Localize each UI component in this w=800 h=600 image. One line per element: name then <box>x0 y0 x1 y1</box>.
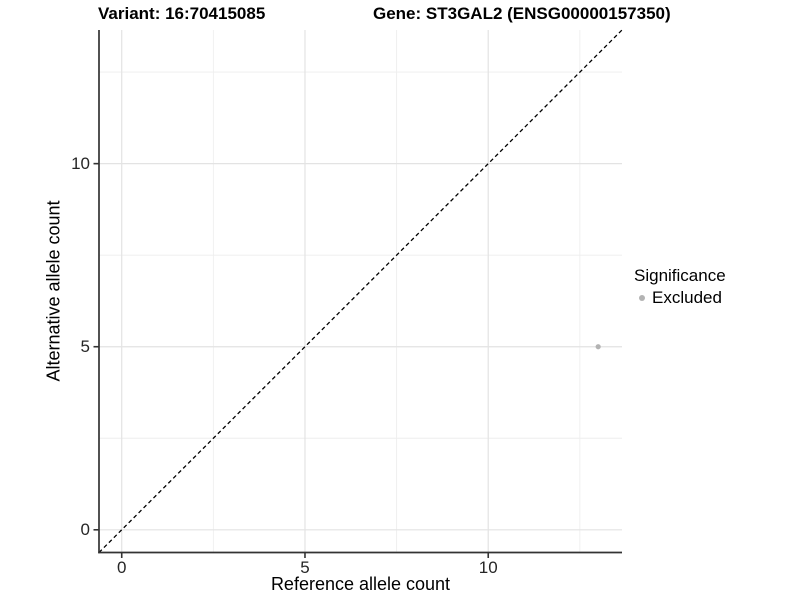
y-tick-label: 5 <box>80 336 90 356</box>
legend-point-icon <box>639 295 645 301</box>
legend: Significance Excluded <box>634 266 726 308</box>
plot-title-gene: Gene: ST3GAL2 (ENSG00000157350) <box>373 4 671 23</box>
x-tick-label: 10 <box>478 558 498 577</box>
legend-item-label: Excluded <box>652 288 722 307</box>
legend-item-excluded: Excluded <box>634 288 726 308</box>
y-tick-label: 10 <box>71 153 90 173</box>
x-tick-label: 5 <box>300 558 310 577</box>
x-axis-title: Reference allele count <box>270 574 451 594</box>
plot-title-variant: Variant: 16:70415085 <box>98 4 266 23</box>
data-point <box>595 344 601 350</box>
identity-line <box>98 29 623 553</box>
x-tick-label: 0 <box>116 558 127 577</box>
y-tick-label: 0 <box>80 519 90 539</box>
legend-title: Significance <box>634 266 726 285</box>
